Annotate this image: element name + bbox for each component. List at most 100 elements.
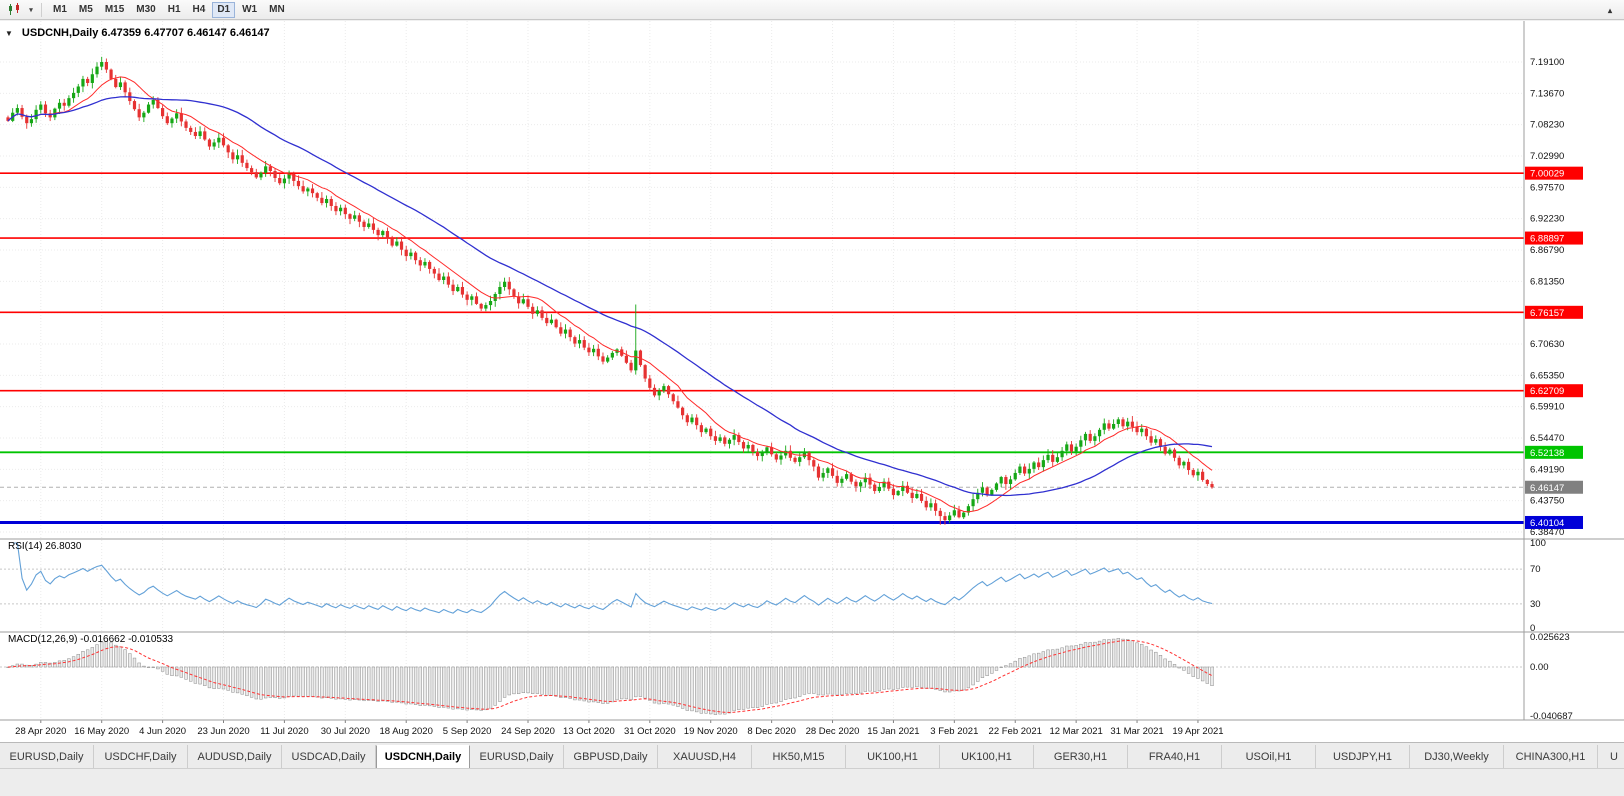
rsi-axis-label: 70 [1530,564,1541,575]
chart-tab-eurusd-daily[interactable]: EURUSD,Daily [470,745,564,768]
date-axis-label: 30 Jul 2020 [321,726,370,737]
chart-tab-hk50-m15[interactable]: HK50,M15 [752,745,846,768]
price-axis-tick: 7.13670 [1530,88,1564,99]
price-axis-tick: 6.97570 [1530,182,1564,193]
timeframe-toolbar: ▾ M1 M5 M15 M30 H1 H4 D1 W1 MN ▴ [0,0,1624,20]
timeframe-button-m30[interactable]: M30 [131,2,160,18]
price-badge [1525,166,1583,180]
price-badge-label: 6.62709 [1530,386,1564,397]
price-badge [1525,384,1583,398]
date-axis-label: 24 Sep 2020 [501,726,555,737]
candlestick-chart-icon [9,3,19,15]
rsi-axis-label: 30 [1530,599,1541,610]
timeframe-button-mn[interactable]: MN [264,2,290,18]
chart-tab-usdcad-daily[interactable]: USDCAD,Daily [282,745,376,768]
date-axis-label: 19 Apr 2021 [1172,726,1223,737]
price-axis-tick: 6.86790 [1530,245,1564,256]
date-axis-label: 19 Nov 2020 [684,726,738,737]
price-badge-label: 7.00029 [1530,169,1564,180]
price-axis-tick: 7.02990 [1530,151,1564,162]
macd-axis-label: 0.025623 [1530,632,1570,643]
price-badge-label: 6.46147 [1530,483,1564,494]
price-badge [1525,480,1583,494]
timeframe-button-m5[interactable]: M5 [74,2,98,18]
chart-tab-eurusd-daily[interactable]: EURUSD,Daily [0,745,94,768]
price-axis-tick: 6.92230 [1530,214,1564,225]
one-click-trading-arrow-icon[interactable]: ▼ [5,28,13,38]
toolbar-separator [41,2,42,17]
timeframe-button-m1[interactable]: M1 [48,2,72,18]
date-axis-label: 28 Apr 2020 [15,726,66,737]
chart-type-button[interactable] [2,2,26,18]
date-axis-label: 5 Sep 2020 [443,726,492,737]
timeframe-button-d1[interactable]: D1 [212,1,236,18]
price-badge-label: 6.52138 [1530,448,1564,459]
macd-signal-line [7,639,1213,714]
price-axis-tick: 6.49190 [1530,464,1564,475]
price-axis-tick: 6.43750 [1530,496,1564,507]
timeframe-button-h1[interactable]: H1 [163,2,186,18]
date-axis-label: 31 Mar 2021 [1110,726,1163,737]
date-axis-label: 4 Jun 2020 [139,726,186,737]
timeframe-button-group: M1 M5 M15 M30 H1 H4 D1 W1 MN [47,1,291,18]
chart-tab-gbpusd-daily[interactable]: GBPUSD,Daily [564,745,658,768]
date-axis-label: 22 Feb 2021 [989,726,1042,737]
macd-histogram [6,638,1214,715]
date-axis-label: 28 Dec 2020 [806,726,860,737]
toolbar-overflow-button[interactable]: ▴ [1599,2,1621,18]
rsi-line [12,542,1213,614]
chart-tab-dj30-weekly[interactable]: DJ30,Weekly [1410,745,1504,768]
price-axis-tick: 6.81350 [1530,276,1564,287]
chart-tab-china300-h1[interactable]: CHINA300,H1 [1504,745,1598,768]
price-axis-tick: 7.08230 [1530,120,1564,131]
price-badge-label: 6.76157 [1530,308,1564,319]
price-badge [1525,515,1583,529]
chart-tab-usoil-h1[interactable]: USOil,H1 [1222,745,1316,768]
timeframe-button-h4[interactable]: H4 [188,2,211,18]
date-axis-label: 16 May 2020 [74,726,129,737]
date-axis-label: 18 Aug 2020 [380,726,433,737]
chart-canvas[interactable]: 7.19100 7.13670 7.08230 7.02990 6.97570 6.922… [0,21,1624,742]
timeframe-button-m15[interactable]: M15 [100,2,129,18]
date-axis-label: 11 Jul 2020 [260,726,308,737]
chart-type-dropdown-caret-icon[interactable]: ▾ [26,2,36,18]
chart-tab-u[interactable]: U [1598,745,1624,768]
chart-tab-usdchf-daily[interactable]: USDCHF,Daily [94,745,188,768]
rsi-axis-label: 100 [1530,538,1546,549]
price-badge [1525,305,1583,319]
ma-10-line [7,76,1213,513]
chart-tab-uk100-h1[interactable]: UK100,H1 [846,745,940,768]
date-axis-label: 8 Dec 2020 [747,726,796,737]
chart-tab-usdcnh-daily[interactable]: USDCNH,Daily [376,745,470,768]
macd-axis-label: 0.00 [1530,662,1549,673]
price-badge-label: 6.88897 [1530,234,1564,245]
chart-tab-fra40-h1[interactable]: FRA40,H1 [1128,745,1222,768]
price-axis-tick: 7.19100 [1530,57,1564,68]
chart-tab-ger30-h1[interactable]: GER30,H1 [1034,745,1128,768]
price-badge [1525,231,1583,245]
price-axis-tick: 6.59910 [1530,402,1564,413]
date-axis-label: 15 Jan 2021 [867,726,919,737]
chart-tab-usdjpy-h1[interactable]: USDJPY,H1 [1316,745,1410,768]
chart-tab-uk100-h1[interactable]: UK100,H1 [940,745,1034,768]
price-axis-tick: 6.70630 [1530,339,1564,350]
price-axis-tick: 6.54470 [1530,433,1564,444]
grid-layer [0,21,1624,742]
chart-tab-xauusd-h4[interactable]: XAUUSD,H4 [658,745,752,768]
macd-axis-label: -0.040687 [1530,711,1573,722]
date-axis-label: 3 Feb 2021 [930,726,978,737]
price-badge [1525,445,1583,459]
chart-tab-audusd-daily[interactable]: AUDUSD,Daily [188,745,282,768]
rsi-axis-label: 0 [1530,623,1535,634]
levels-layer [0,172,1524,524]
ma-34-line [7,96,1213,497]
price-badge-label: 6.40104 [1530,518,1564,529]
chart-area[interactable]: 7.19100 7.13670 7.08230 7.02990 6.97570 6.922… [0,21,1624,742]
date-axis-label: 13 Oct 2020 [563,726,615,737]
timeframe-button-w1[interactable]: W1 [237,2,262,18]
status-bar [0,768,1624,796]
date-axis-label: 31 Oct 2020 [624,726,676,737]
series-layer [6,56,1214,715]
chart-tabs-bar: EURUSD,Daily USDCHF,Daily AUDUSD,Daily USDC… [0,742,1624,768]
candlesticks [6,56,1214,525]
